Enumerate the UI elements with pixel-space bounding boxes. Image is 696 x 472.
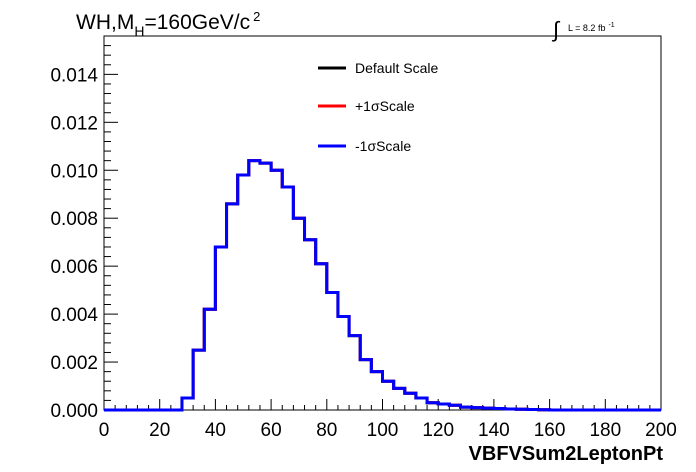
y-tick-label: 0.010 — [50, 161, 98, 182]
x-axis: 0 20 40 60 80 100 120 140 160 180 200 — [99, 399, 677, 441]
title-subscript: H — [134, 23, 144, 39]
luminosity-superscript: -1 — [608, 22, 614, 29]
title-middle: =160GeV/c — [144, 11, 250, 34]
x-tick-label: 140 — [478, 420, 510, 441]
y-tick-label: 0.006 — [50, 257, 98, 278]
x-tick-label: 20 — [149, 420, 170, 441]
series-layer — [104, 159, 661, 412]
y-tick-label: 0.008 — [50, 209, 98, 230]
y-tick-label: 0.000 — [50, 401, 98, 422]
x-tick-label: 100 — [367, 420, 399, 441]
plot-frame — [103, 35, 662, 411]
x-tick-label: 0 — [99, 420, 110, 441]
title-prefix: WH,M — [76, 11, 134, 34]
y-tick-label: 0.004 — [50, 305, 98, 326]
x-axis-title: VBFVSum2LeptonPt — [469, 443, 664, 465]
series-line-2 — [104, 159, 661, 412]
luminosity-text: L = 8.2 fb — [568, 23, 605, 33]
x-tick-label: 180 — [589, 420, 621, 441]
x-tick-label: 160 — [534, 420, 566, 441]
x-tick-label: 200 — [645, 420, 677, 441]
x-tick-label: 40 — [205, 420, 226, 441]
legend-label: -1σScale — [355, 138, 411, 154]
legend: Default Scale +1σScale -1σScale — [318, 60, 438, 154]
x-tick-label: 120 — [422, 420, 454, 441]
chart-title: WH,MH=160GeV/c 2 — [76, 9, 260, 39]
legend-label: Default Scale — [355, 60, 438, 76]
integral-symbol-icon: ∫ — [551, 17, 561, 42]
y-tick-label: 0.002 — [50, 353, 98, 374]
y-tick-label: 0.012 — [50, 113, 98, 134]
y-axis: 0.000 0.002 0.004 0.006 0.008 0.010 0.012 0.014 — [50, 35, 118, 422]
title-superscript: 2 — [253, 9, 260, 24]
x-tick-label: 80 — [316, 420, 337, 441]
x-tick-label: 60 — [261, 420, 282, 441]
legend-label: +1σScale — [355, 98, 415, 114]
y-tick-label: 0.014 — [50, 65, 98, 86]
luminosity-label: L = 8.2 fb -1 — [568, 22, 615, 33]
